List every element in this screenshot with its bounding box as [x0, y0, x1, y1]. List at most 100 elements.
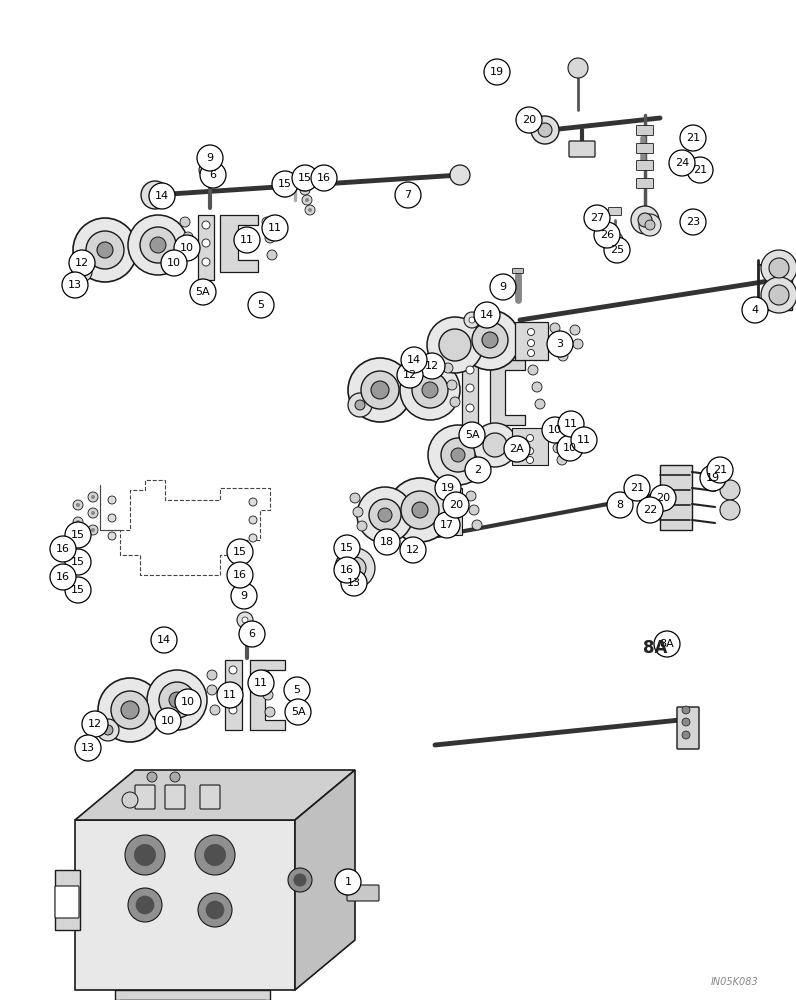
Circle shape — [125, 835, 165, 875]
Circle shape — [262, 217, 272, 227]
Circle shape — [350, 493, 360, 503]
Circle shape — [428, 425, 488, 485]
Circle shape — [159, 682, 195, 718]
Text: 10: 10 — [181, 697, 195, 707]
Text: 14: 14 — [480, 310, 494, 320]
Circle shape — [342, 877, 358, 893]
Text: 12: 12 — [403, 370, 417, 380]
Text: 16: 16 — [56, 544, 70, 554]
Circle shape — [76, 520, 80, 524]
Text: 21: 21 — [630, 483, 644, 493]
FancyBboxPatch shape — [637, 143, 654, 153]
Circle shape — [231, 583, 257, 609]
Text: 5A: 5A — [465, 430, 479, 440]
FancyBboxPatch shape — [637, 178, 654, 188]
Circle shape — [161, 250, 187, 276]
Circle shape — [555, 337, 565, 347]
Text: 8A: 8A — [660, 639, 674, 649]
Text: 22: 22 — [643, 505, 657, 515]
Text: 10: 10 — [548, 425, 562, 435]
Circle shape — [761, 250, 796, 286]
Circle shape — [50, 564, 76, 590]
Circle shape — [441, 438, 475, 472]
Text: 12: 12 — [406, 545, 420, 555]
Circle shape — [451, 448, 465, 462]
Circle shape — [308, 208, 312, 212]
Text: 18: 18 — [380, 537, 394, 547]
Polygon shape — [115, 990, 270, 1000]
FancyBboxPatch shape — [347, 885, 379, 901]
Text: 9: 9 — [206, 153, 213, 163]
Circle shape — [707, 457, 733, 483]
Text: 12: 12 — [75, 258, 89, 268]
Circle shape — [237, 612, 253, 628]
Circle shape — [147, 772, 157, 782]
Circle shape — [761, 277, 796, 313]
Circle shape — [344, 557, 366, 579]
Circle shape — [249, 534, 257, 542]
Circle shape — [229, 686, 237, 694]
Circle shape — [300, 185, 310, 195]
Text: 8: 8 — [616, 500, 623, 510]
Circle shape — [650, 485, 676, 511]
Text: 10: 10 — [161, 716, 175, 726]
Circle shape — [62, 272, 88, 298]
Circle shape — [504, 436, 530, 462]
Circle shape — [239, 621, 265, 647]
Circle shape — [341, 570, 367, 596]
Circle shape — [607, 492, 633, 518]
Circle shape — [91, 528, 95, 532]
Circle shape — [78, 268, 86, 276]
FancyBboxPatch shape — [637, 160, 654, 170]
Text: 9: 9 — [499, 282, 506, 292]
Circle shape — [466, 404, 474, 412]
Circle shape — [563, 433, 573, 443]
Circle shape — [528, 365, 538, 375]
Text: 6: 6 — [248, 629, 256, 639]
Text: 15: 15 — [71, 557, 85, 567]
Circle shape — [547, 331, 573, 357]
Circle shape — [584, 205, 610, 231]
Circle shape — [69, 250, 95, 276]
Circle shape — [483, 433, 507, 457]
Circle shape — [450, 508, 458, 516]
Circle shape — [680, 125, 706, 151]
Text: 13: 13 — [347, 578, 361, 588]
Circle shape — [272, 171, 298, 197]
Circle shape — [302, 195, 312, 205]
Circle shape — [121, 701, 139, 719]
Text: 2A: 2A — [509, 444, 525, 454]
Polygon shape — [75, 820, 295, 990]
Circle shape — [427, 317, 483, 373]
Circle shape — [720, 480, 740, 500]
Circle shape — [108, 532, 116, 540]
Circle shape — [447, 380, 457, 390]
FancyBboxPatch shape — [608, 208, 622, 216]
Circle shape — [73, 517, 83, 527]
Circle shape — [526, 448, 533, 454]
Circle shape — [88, 525, 98, 535]
Circle shape — [248, 670, 274, 696]
Polygon shape — [55, 870, 80, 930]
Circle shape — [484, 59, 510, 85]
Text: 17: 17 — [440, 520, 454, 530]
Circle shape — [288, 868, 312, 892]
Text: 15: 15 — [298, 173, 312, 183]
Circle shape — [526, 434, 533, 442]
Text: 11: 11 — [268, 223, 282, 233]
Polygon shape — [198, 215, 214, 280]
Text: 16: 16 — [317, 173, 331, 183]
Circle shape — [262, 215, 288, 241]
Circle shape — [450, 494, 458, 502]
Circle shape — [369, 499, 401, 531]
Circle shape — [682, 718, 690, 726]
Text: 8A: 8A — [643, 639, 667, 657]
Circle shape — [557, 435, 583, 461]
Circle shape — [528, 340, 534, 347]
Circle shape — [207, 670, 217, 680]
Circle shape — [553, 443, 563, 453]
FancyBboxPatch shape — [205, 178, 216, 184]
Circle shape — [466, 491, 476, 501]
Text: 12: 12 — [88, 719, 102, 729]
Circle shape — [532, 382, 542, 392]
